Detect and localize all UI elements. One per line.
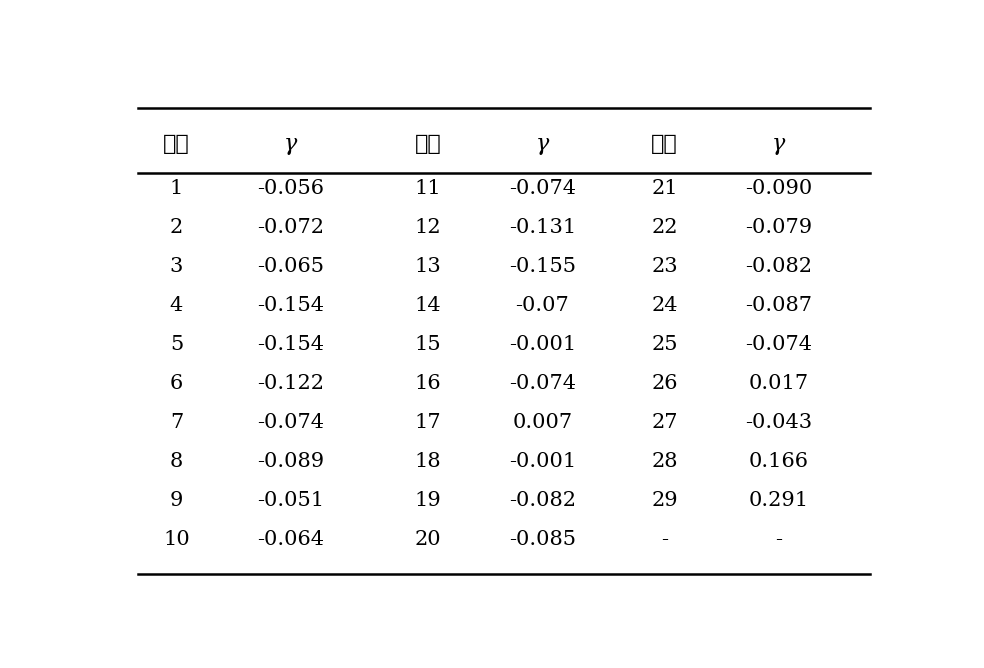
Text: 20: 20 bbox=[414, 530, 442, 550]
Text: -0.082: -0.082 bbox=[509, 492, 576, 510]
Text: 11: 11 bbox=[414, 178, 442, 198]
Text: 节点: 节点 bbox=[163, 134, 190, 154]
Text: 0.007: 0.007 bbox=[513, 413, 573, 432]
Text: -0.064: -0.064 bbox=[257, 530, 325, 550]
Text: -0.090: -0.090 bbox=[745, 178, 813, 198]
Text: -0.082: -0.082 bbox=[745, 257, 813, 276]
Text: -: - bbox=[661, 530, 668, 550]
Text: 15: 15 bbox=[414, 335, 442, 354]
Text: 24: 24 bbox=[651, 296, 678, 315]
Text: 22: 22 bbox=[651, 218, 678, 236]
Text: 6: 6 bbox=[170, 374, 183, 393]
Text: 17: 17 bbox=[414, 413, 442, 432]
Text: -0.079: -0.079 bbox=[745, 218, 813, 236]
Text: 16: 16 bbox=[414, 374, 442, 393]
Text: γ: γ bbox=[772, 134, 785, 156]
Text: 7: 7 bbox=[170, 413, 183, 432]
Text: 18: 18 bbox=[414, 452, 442, 472]
Text: 26: 26 bbox=[651, 374, 678, 393]
Text: -0.085: -0.085 bbox=[509, 530, 576, 550]
Text: 5: 5 bbox=[170, 335, 183, 354]
Text: -0.074: -0.074 bbox=[509, 178, 576, 198]
Text: -0.122: -0.122 bbox=[257, 374, 325, 393]
Text: 14: 14 bbox=[414, 296, 442, 315]
Text: 8: 8 bbox=[170, 452, 183, 472]
Text: -0.154: -0.154 bbox=[257, 296, 325, 315]
Text: -0.087: -0.087 bbox=[745, 296, 813, 315]
Text: 13: 13 bbox=[414, 257, 442, 276]
Text: 4: 4 bbox=[170, 296, 183, 315]
Text: -0.056: -0.056 bbox=[257, 178, 325, 198]
Text: -0.074: -0.074 bbox=[257, 413, 325, 432]
Text: -: - bbox=[775, 530, 782, 550]
Text: -0.131: -0.131 bbox=[509, 218, 576, 236]
Text: -0.001: -0.001 bbox=[509, 335, 576, 354]
Text: 29: 29 bbox=[651, 492, 678, 510]
Text: 23: 23 bbox=[651, 257, 678, 276]
Text: γ: γ bbox=[536, 134, 549, 156]
Text: 0.166: 0.166 bbox=[749, 452, 809, 472]
Text: -0.089: -0.089 bbox=[257, 452, 325, 472]
Text: 1: 1 bbox=[169, 178, 183, 198]
Text: -0.065: -0.065 bbox=[257, 257, 325, 276]
Text: -0.043: -0.043 bbox=[745, 413, 813, 432]
Text: -0.155: -0.155 bbox=[509, 257, 576, 276]
Text: 0.017: 0.017 bbox=[749, 374, 809, 393]
Text: 0.291: 0.291 bbox=[749, 492, 809, 510]
Text: 21: 21 bbox=[651, 178, 678, 198]
Text: -0.051: -0.051 bbox=[257, 492, 325, 510]
Text: -0.001: -0.001 bbox=[509, 452, 576, 472]
Text: 12: 12 bbox=[414, 218, 442, 236]
Text: 2: 2 bbox=[170, 218, 183, 236]
Text: 25: 25 bbox=[651, 335, 678, 354]
Text: 9: 9 bbox=[169, 492, 183, 510]
Text: 19: 19 bbox=[414, 492, 442, 510]
Text: -0.074: -0.074 bbox=[745, 335, 813, 354]
Text: γ: γ bbox=[284, 134, 297, 156]
Text: 节点: 节点 bbox=[651, 134, 678, 154]
Text: -0.07: -0.07 bbox=[516, 296, 570, 315]
Text: -0.154: -0.154 bbox=[257, 335, 325, 354]
Text: 10: 10 bbox=[163, 530, 190, 550]
Text: -0.074: -0.074 bbox=[509, 374, 576, 393]
Text: 节点: 节点 bbox=[414, 134, 442, 154]
Text: -0.072: -0.072 bbox=[257, 218, 325, 236]
Text: 3: 3 bbox=[169, 257, 183, 276]
Text: 28: 28 bbox=[651, 452, 678, 472]
Text: 27: 27 bbox=[651, 413, 678, 432]
